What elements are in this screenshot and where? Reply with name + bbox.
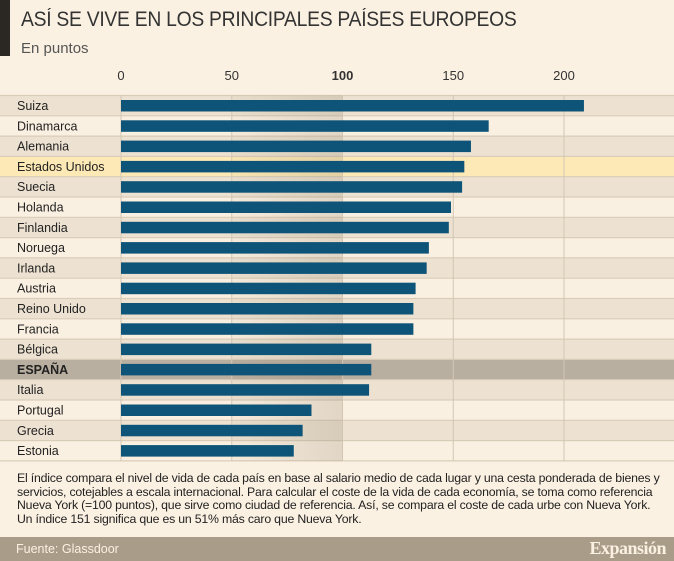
- category-label: Estados Unidos: [17, 160, 105, 174]
- bar-españa: [121, 363, 372, 376]
- explanatory-note: El índice compara el nivel de vida de ca…: [17, 471, 660, 526]
- category-label: Dinamarca: [17, 119, 77, 133]
- bar-suecia: [121, 181, 463, 193]
- source-text: Fuente: Glassdoor: [16, 542, 119, 556]
- bar-noruega: [121, 242, 429, 254]
- bar-bélgica: [121, 343, 372, 356]
- category-label: Suecia: [17, 180, 55, 194]
- title-accent-bar: [0, 0, 10, 56]
- bar-austria: [121, 282, 416, 295]
- category-label: Italia: [17, 383, 43, 397]
- bar-reino-unido: [121, 303, 414, 315]
- x-tick-label: 0: [117, 68, 124, 83]
- category-label: Reino Unido: [17, 302, 86, 316]
- bar-finlandia: [121, 221, 449, 234]
- category-label: Austria: [17, 282, 56, 296]
- bar-estonia: [121, 445, 294, 457]
- bar-portugal: [121, 404, 312, 416]
- category-label: ESPAÑA: [17, 362, 68, 377]
- x-tick-label: 50: [225, 68, 239, 83]
- bar-grecia: [121, 424, 303, 437]
- bar-dinamarca: [121, 120, 489, 132]
- chart-subtitle: En puntos: [21, 40, 89, 57]
- bar-italia: [121, 384, 370, 396]
- bar-estados-unidos: [121, 160, 465, 173]
- expansion-logo: Expansión: [589, 538, 666, 558]
- category-label: Irlanda: [17, 261, 55, 275]
- bar-alemania: [121, 140, 471, 153]
- category-label: Francia: [17, 322, 59, 336]
- bar-irlanda: [121, 262, 427, 274]
- x-tick-label: 100: [332, 68, 354, 83]
- category-label: Holanda: [17, 201, 64, 215]
- category-label: Finlandia: [17, 221, 68, 235]
- category-label: Bélgica: [17, 343, 58, 357]
- category-label: Alemania: [17, 140, 69, 154]
- bar-suiza: [121, 100, 584, 112]
- x-tick-label: 150: [442, 68, 464, 83]
- category-label: Grecia: [17, 424, 54, 438]
- x-tick-label: 200: [553, 68, 575, 83]
- bar-francia: [121, 323, 414, 335]
- footer-bar: Fuente: Glassdoor Expansión: [0, 537, 674, 561]
- category-label: Portugal: [17, 404, 64, 418]
- chart-title: ASÍ SE VIVE EN LOS PRINCIPALES PAÍSES EU…: [21, 8, 517, 31]
- category-label: Estonia: [17, 444, 59, 458]
- bar-holanda: [121, 201, 452, 213]
- category-label: Suiza: [17, 99, 48, 113]
- category-label: Noruega: [17, 241, 65, 255]
- reference-band: [231, 95, 343, 461]
- bar-chart: 0 50 100 150 200 Suiza Dinamarca Alemania Estado…: [0, 68, 674, 462]
